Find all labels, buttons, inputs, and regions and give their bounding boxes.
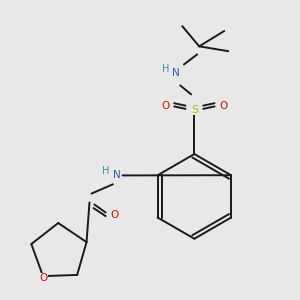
Text: H: H	[162, 64, 169, 74]
Text: S: S	[191, 105, 198, 115]
Text: N: N	[172, 68, 180, 78]
Text: O: O	[219, 101, 227, 111]
Text: H: H	[102, 167, 109, 176]
Text: O: O	[110, 209, 118, 220]
Text: O: O	[39, 273, 47, 283]
Text: O: O	[161, 101, 170, 111]
Text: N: N	[113, 170, 121, 180]
